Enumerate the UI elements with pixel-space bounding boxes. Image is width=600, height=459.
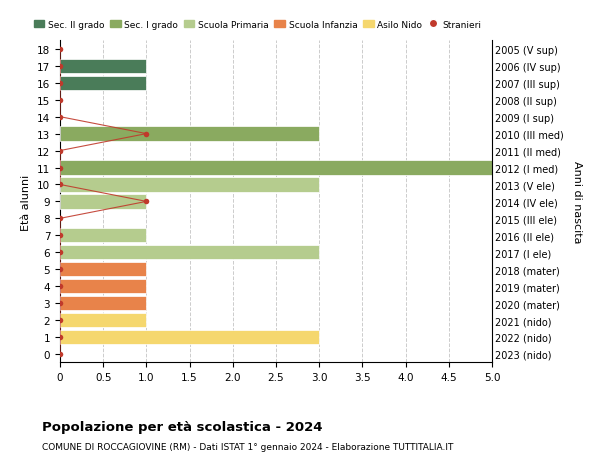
Bar [60,60,146,74]
Point [142,198,151,206]
Point [55,147,65,155]
Bar [60,313,146,328]
Bar [60,280,146,294]
Point [55,215,65,223]
Point [55,97,65,104]
Point [55,266,65,273]
Bar [60,296,146,311]
Point [55,249,65,257]
Y-axis label: Anni di nascita: Anni di nascita [572,161,582,243]
Point [55,334,65,341]
Point [142,131,151,138]
Point [55,46,65,53]
Point [55,114,65,121]
Point [55,232,65,240]
Point [55,351,65,358]
Bar [60,330,319,344]
Text: Popolazione per età scolastica - 2024: Popolazione per età scolastica - 2024 [42,420,323,433]
Point [55,181,65,189]
Point [55,63,65,70]
Bar [60,246,319,260]
Point [55,164,65,172]
Bar [60,195,146,209]
Text: COMUNE DI ROCCAGIOVINE (RM) - Dati ISTAT 1° gennaio 2024 - Elaborazione TUTTITAL: COMUNE DI ROCCAGIOVINE (RM) - Dati ISTAT… [42,442,454,451]
Point [55,80,65,87]
Bar [60,76,146,91]
Bar [60,229,146,243]
Y-axis label: Età alunni: Età alunni [22,174,31,230]
Point [55,317,65,324]
Legend: Sec. II grado, Sec. I grado, Scuola Primaria, Scuola Infanzia, Asilo Nido, Stran: Sec. II grado, Sec. I grado, Scuola Prim… [30,17,485,33]
Bar [60,178,319,192]
Bar [60,127,319,141]
Bar [60,161,492,175]
Point [55,300,65,307]
Bar [60,263,146,277]
Point [55,283,65,290]
